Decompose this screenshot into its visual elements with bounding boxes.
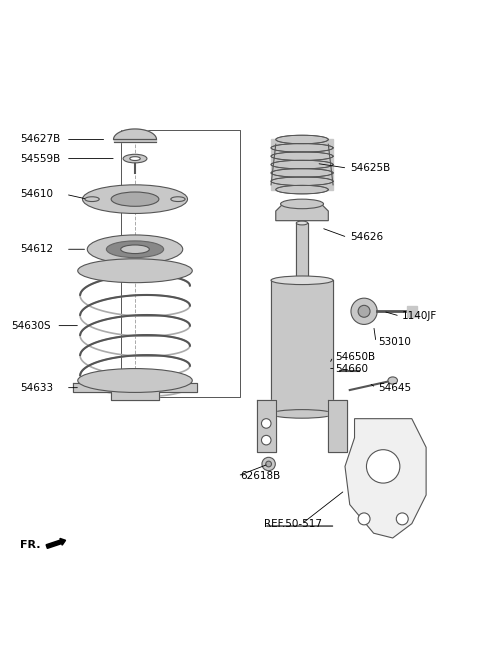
Ellipse shape [276,135,328,144]
Ellipse shape [296,221,308,225]
Ellipse shape [85,197,99,201]
Ellipse shape [358,305,370,318]
Text: 62618B: 62618B [240,471,280,481]
Ellipse shape [281,199,324,209]
Ellipse shape [262,457,276,471]
Ellipse shape [262,436,271,445]
Ellipse shape [271,144,333,152]
Ellipse shape [78,369,192,392]
Text: 54645: 54645 [378,382,411,393]
Text: 54626: 54626 [350,232,383,242]
Text: 54610: 54610 [21,190,53,199]
Text: 54612: 54612 [21,244,54,255]
Text: 54660: 54660 [336,363,369,373]
Polygon shape [114,140,156,142]
Ellipse shape [271,276,333,285]
Text: 1140JF: 1140JF [402,311,437,321]
Ellipse shape [83,185,188,213]
Text: 54625B: 54625B [350,163,390,173]
Text: 54650B: 54650B [336,352,375,361]
Polygon shape [345,419,426,538]
Text: 54630S: 54630S [11,321,50,331]
Polygon shape [257,400,276,452]
Ellipse shape [107,241,164,258]
Polygon shape [73,383,197,400]
Ellipse shape [271,169,333,177]
Ellipse shape [396,513,408,525]
Ellipse shape [120,245,149,254]
Ellipse shape [171,197,185,201]
Ellipse shape [271,409,333,418]
Ellipse shape [123,154,147,163]
Polygon shape [328,400,348,452]
Polygon shape [276,204,328,220]
FancyArrow shape [46,539,66,548]
Polygon shape [296,223,308,280]
Ellipse shape [351,298,377,325]
Ellipse shape [78,259,192,283]
Ellipse shape [366,450,400,483]
Ellipse shape [358,513,370,525]
Ellipse shape [388,377,397,384]
Ellipse shape [266,461,272,467]
Polygon shape [271,280,333,414]
Ellipse shape [87,235,183,264]
Ellipse shape [130,157,140,161]
Text: FR.: FR. [21,540,41,550]
Ellipse shape [271,152,333,161]
Polygon shape [114,129,156,140]
Ellipse shape [111,192,159,206]
Text: 54627B: 54627B [21,134,61,144]
Text: REF.50-517: REF.50-517 [264,519,322,529]
Polygon shape [407,306,417,317]
Text: 54559B: 54559B [21,154,61,163]
Ellipse shape [271,177,333,186]
Text: 53010: 53010 [378,337,411,347]
Polygon shape [271,140,333,190]
Ellipse shape [262,419,271,428]
Ellipse shape [276,185,328,194]
Text: 54633: 54633 [21,382,54,393]
Ellipse shape [271,160,333,169]
